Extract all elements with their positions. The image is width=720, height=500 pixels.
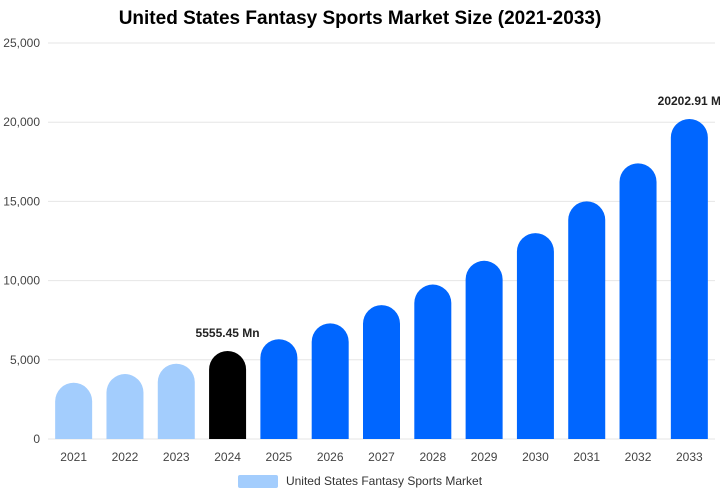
data-label: 20202.91 M <box>658 94 720 108</box>
x-tick-label: 2023 <box>163 450 190 464</box>
legend-swatch <box>237 474 278 488</box>
y-tick-label: 25,000 <box>3 36 40 50</box>
y-tick-label: 10,000 <box>3 274 40 288</box>
x-tick-label: 2022 <box>112 450 139 464</box>
x-tick-label: 2024 <box>214 450 241 464</box>
bar-2030[interactable] <box>516 233 554 439</box>
x-tick-label: 2030 <box>522 450 549 464</box>
x-tick-label: 2028 <box>419 450 446 464</box>
x-tick-label: 2033 <box>676 450 703 464</box>
y-tick-label: 20,000 <box>3 115 40 129</box>
bar-2024[interactable] <box>209 351 247 439</box>
x-tick-label: 2027 <box>368 450 395 464</box>
bar-2022[interactable] <box>106 374 144 439</box>
y-tick-label: 15,000 <box>3 194 40 208</box>
bar-2029[interactable] <box>465 260 503 439</box>
bar-2032[interactable] <box>619 163 657 439</box>
x-tick-label: 2026 <box>317 450 344 464</box>
x-tick-label: 2032 <box>625 450 652 464</box>
bar-2031[interactable] <box>568 201 606 439</box>
bar-2023[interactable] <box>157 363 195 439</box>
bar-2026[interactable] <box>311 323 349 439</box>
legend[interactable]: United States Fantasy Sports Market <box>0 474 720 488</box>
x-tick-label: 2025 <box>266 450 293 464</box>
x-tick-label: 2021 <box>60 450 87 464</box>
y-tick-label: 0 <box>33 432 40 446</box>
bar-2033[interactable] <box>670 118 708 440</box>
bar-2028[interactable] <box>414 284 452 439</box>
x-tick-label: 2031 <box>573 450 600 464</box>
y-tick-label: 5,000 <box>10 353 40 367</box>
bar-2021[interactable] <box>55 382 93 439</box>
bar-2025[interactable] <box>260 339 298 439</box>
bar-2027[interactable] <box>363 305 400 439</box>
chart-title: United States Fantasy Sports Market Size… <box>118 8 602 29</box>
x-tick-label: 2029 <box>471 450 498 464</box>
data-label: 5555.45 Mn <box>196 326 260 340</box>
legend-label: United States Fantasy Sports Market <box>285 474 483 488</box>
